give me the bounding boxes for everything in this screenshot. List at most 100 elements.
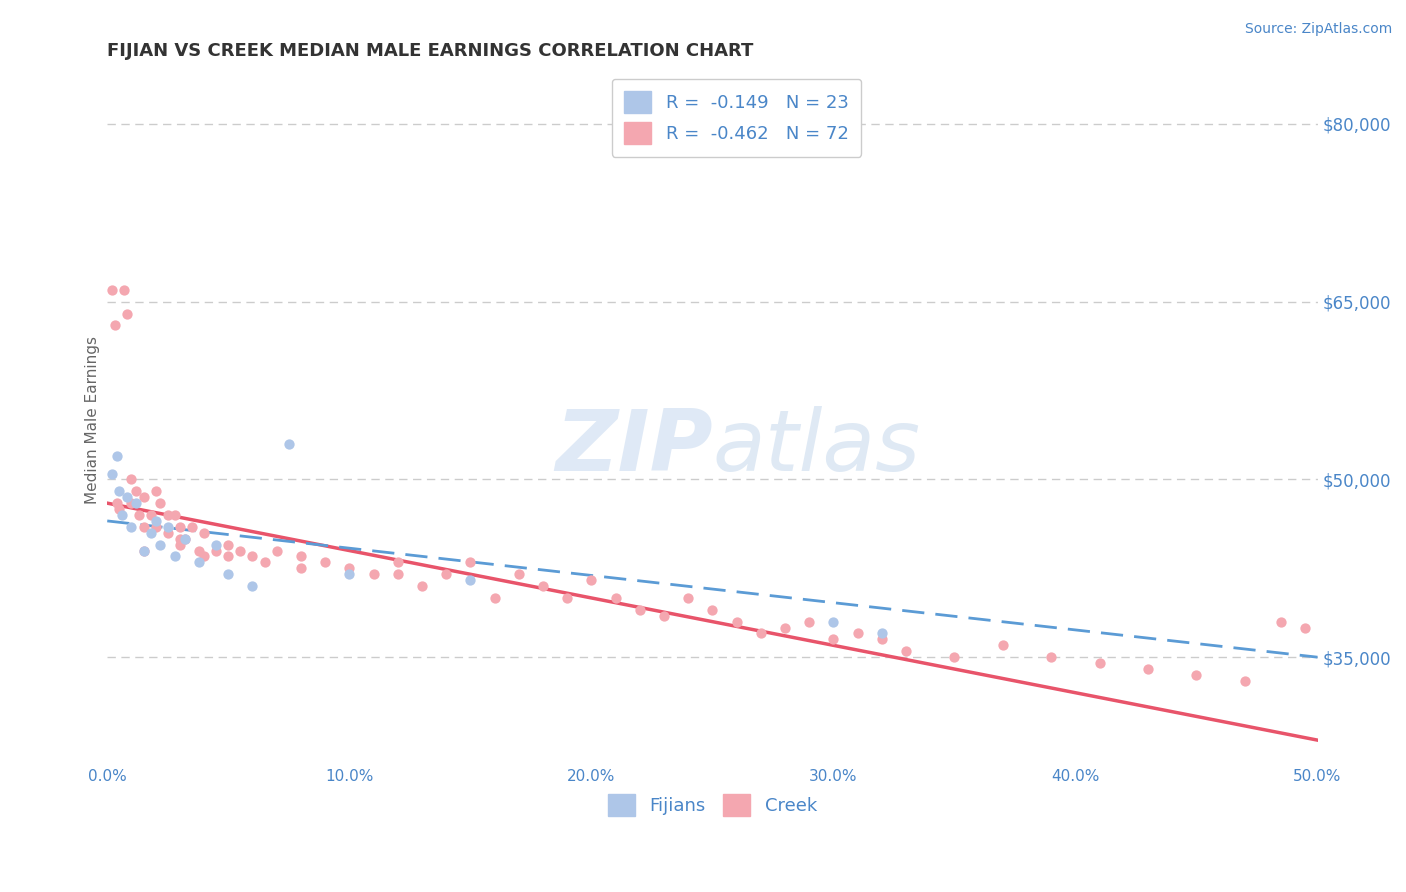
Point xyxy=(411,579,433,593)
Point xyxy=(652,608,675,623)
Point xyxy=(173,532,195,546)
Point xyxy=(314,555,336,569)
Y-axis label: Median Male Earnings: Median Male Earnings xyxy=(86,336,100,504)
Point xyxy=(1088,656,1111,670)
Point xyxy=(676,591,699,605)
Point xyxy=(799,615,821,629)
Point xyxy=(555,591,578,605)
Point xyxy=(115,307,138,321)
Point xyxy=(460,555,482,569)
Point xyxy=(870,632,893,647)
Point xyxy=(702,603,724,617)
Point xyxy=(149,496,172,510)
Point xyxy=(103,318,125,333)
Point xyxy=(1270,615,1292,629)
Point xyxy=(193,525,215,540)
Point xyxy=(132,543,155,558)
Point xyxy=(128,508,150,522)
Point xyxy=(205,543,228,558)
Point xyxy=(115,490,138,504)
Point xyxy=(139,525,162,540)
Point xyxy=(125,496,148,510)
Point xyxy=(125,484,148,499)
Point xyxy=(1137,662,1160,676)
Point xyxy=(531,579,554,593)
Point xyxy=(846,626,869,640)
Point xyxy=(120,473,142,487)
Point xyxy=(105,496,128,510)
Point xyxy=(581,573,603,587)
Point xyxy=(145,514,167,528)
Point xyxy=(1294,621,1316,635)
Point xyxy=(290,549,312,564)
Point xyxy=(363,567,385,582)
Point xyxy=(749,626,772,640)
Point xyxy=(870,626,893,640)
Text: ZIP: ZIP xyxy=(555,406,713,489)
Point xyxy=(145,520,167,534)
Point xyxy=(108,484,131,499)
Point xyxy=(387,555,409,569)
Point xyxy=(266,543,288,558)
Point xyxy=(217,549,239,564)
Point xyxy=(181,520,204,534)
Point xyxy=(1233,673,1256,688)
Text: atlas: atlas xyxy=(713,406,921,489)
Point xyxy=(173,532,195,546)
Point xyxy=(943,650,966,665)
Point xyxy=(139,508,162,522)
Point xyxy=(242,579,264,593)
Point xyxy=(484,591,506,605)
Point xyxy=(149,538,172,552)
Point xyxy=(169,520,191,534)
Point xyxy=(145,484,167,499)
Legend: Fijians, Creek: Fijians, Creek xyxy=(600,787,824,823)
Point xyxy=(132,490,155,504)
Point xyxy=(605,591,627,605)
Point xyxy=(188,543,211,558)
Point xyxy=(773,621,796,635)
Point xyxy=(169,538,191,552)
Point xyxy=(1185,668,1208,682)
Point xyxy=(156,520,179,534)
Point xyxy=(101,283,124,297)
Point xyxy=(823,632,845,647)
Point xyxy=(1040,650,1063,665)
Point xyxy=(111,508,134,522)
Point xyxy=(132,520,155,534)
Point xyxy=(337,567,360,582)
Point xyxy=(112,283,135,297)
Point xyxy=(991,638,1014,652)
Point xyxy=(253,555,276,569)
Point xyxy=(188,555,211,569)
Point xyxy=(242,549,264,564)
Point xyxy=(105,449,128,463)
Point xyxy=(193,549,215,564)
Point xyxy=(277,437,299,451)
Point xyxy=(460,573,482,587)
Point xyxy=(108,502,131,516)
Point xyxy=(169,532,191,546)
Point xyxy=(229,543,252,558)
Point xyxy=(163,508,186,522)
Point xyxy=(387,567,409,582)
Point xyxy=(725,615,748,629)
Text: FIJIAN VS CREEK MEDIAN MALE EARNINGS CORRELATION CHART: FIJIAN VS CREEK MEDIAN MALE EARNINGS COR… xyxy=(107,42,754,60)
Point xyxy=(132,543,155,558)
Point xyxy=(101,467,124,481)
Point xyxy=(628,603,651,617)
Text: Source: ZipAtlas.com: Source: ZipAtlas.com xyxy=(1244,22,1392,37)
Point xyxy=(508,567,530,582)
Point xyxy=(337,561,360,575)
Point xyxy=(156,508,179,522)
Point xyxy=(217,567,239,582)
Point xyxy=(120,496,142,510)
Point xyxy=(163,549,186,564)
Point xyxy=(120,520,142,534)
Point xyxy=(217,538,239,552)
Point xyxy=(894,644,917,658)
Point xyxy=(156,525,179,540)
Point xyxy=(205,538,228,552)
Point xyxy=(434,567,457,582)
Point xyxy=(823,615,845,629)
